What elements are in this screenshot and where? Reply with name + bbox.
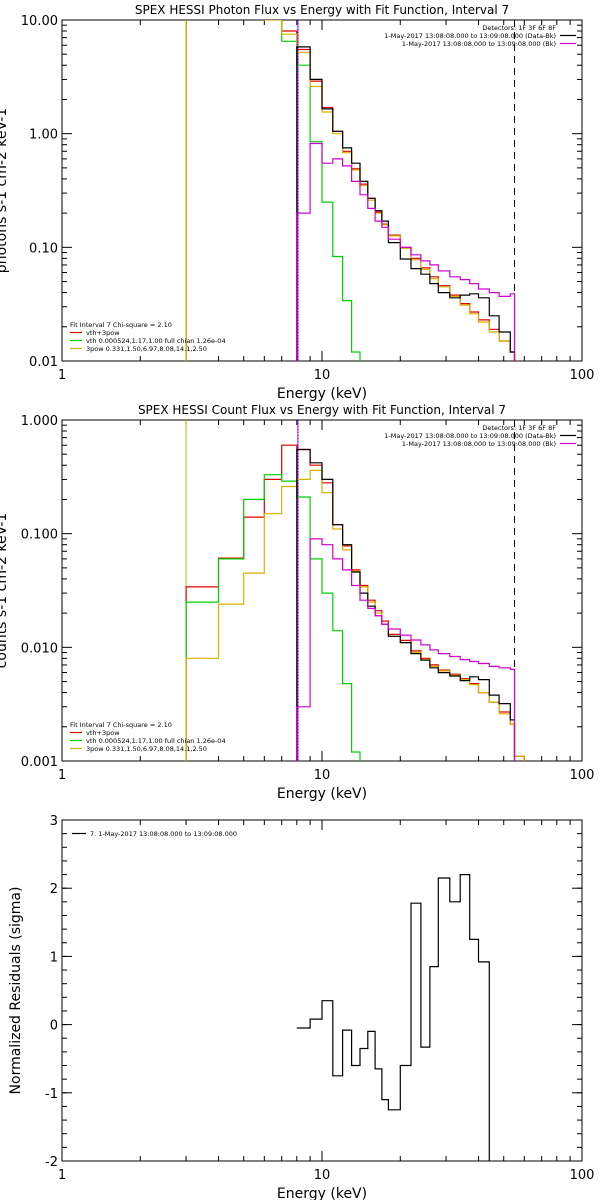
plot-area xyxy=(296,874,490,1161)
y-tick-label: 0.100 xyxy=(21,528,58,543)
series-line-data-bk xyxy=(296,448,516,761)
legend-text: Detectors: 1F 3F 6F 8F xyxy=(482,24,556,32)
y-tick-label: 3 xyxy=(50,814,58,829)
chart-panel-1: SPEX HESSI Photon Flux vs Energy with Fi… xyxy=(0,3,595,402)
x-tick-label: 10 xyxy=(314,768,331,783)
series-line-7-1-may-2017-13-08-08-000-to-13-09-08-000 xyxy=(296,874,490,1161)
legend-text: vth 0.000524,1.17,1.00 full chian 1.26e-… xyxy=(86,337,226,345)
y-axis-label: photons s-1 cm-2 keV-1 xyxy=(0,108,10,273)
x-tick-label: 1 xyxy=(58,368,66,383)
series-line-vth xyxy=(185,20,361,361)
series-line-3pow xyxy=(185,20,516,361)
legend-text: vth+3pow xyxy=(86,329,120,337)
x-tick-label: 10 xyxy=(314,1168,331,1183)
x-tick-label: 100 xyxy=(570,768,595,783)
series-line-bk xyxy=(296,538,516,761)
legend-text: 1-May-2017 13:08:08.000 to 13:09:08.000 … xyxy=(384,32,556,40)
y-tick-label: -2 xyxy=(45,1155,58,1170)
y-axis-label: Normalized Residuals (sigma) xyxy=(8,887,24,1095)
legend-text: 7. 1-May-2017 13:08:08.000 to 13:09:08.0… xyxy=(90,830,237,838)
chart-title: SPEX HESSI Count Flux vs Energy with Fit… xyxy=(138,403,506,417)
legend-text: 1-May-2017 13:08:08.000 to 13:09:08.000 … xyxy=(402,440,556,448)
x-tick-label: 1 xyxy=(58,768,66,783)
legend-text: vth+3pow xyxy=(86,729,120,737)
y-tick-label: 0.01 xyxy=(29,355,58,370)
legend-text: Fit Interval 7 Chi-square = 2.10 xyxy=(70,321,172,329)
x-tick-label: 100 xyxy=(570,368,595,383)
x-tick-label: 1 xyxy=(58,1168,66,1183)
series-line-vth xyxy=(185,474,361,761)
plot-area xyxy=(185,20,516,361)
x-tick-label: 100 xyxy=(570,1168,595,1183)
y-tick-label: -1 xyxy=(45,1087,58,1102)
y-tick-label: 1 xyxy=(50,950,58,965)
y-tick-label: 10.00 xyxy=(21,14,58,29)
y-tick-label: 1.00 xyxy=(29,128,58,143)
chart-title: SPEX HESSI Photon Flux vs Energy with Fi… xyxy=(135,3,509,17)
legend-text: 1-May-2017 13:08:08.000 to 13:09:08.000 … xyxy=(384,432,556,440)
series-line-vth-3pow xyxy=(185,20,516,361)
x-axis-label: Energy (keV) xyxy=(277,786,367,802)
x-tick-label: 10 xyxy=(314,368,331,383)
y-tick-label: 0.001 xyxy=(21,755,58,770)
y-tick-label: 1.000 xyxy=(21,414,58,429)
chart-panel-2: SPEX HESSI Count Flux vs Energy with Fit… xyxy=(0,403,595,802)
plot-frame xyxy=(61,819,583,1162)
y-axis-label: counts s-1 cm-2 keV-1 xyxy=(0,513,10,669)
y-tick-label: 2 xyxy=(50,882,58,897)
series-line-3pow xyxy=(185,469,525,761)
y-tick-label: 0 xyxy=(50,1019,58,1034)
legend-text: Fit Interval 7 Chi-square = 2.10 xyxy=(70,721,172,729)
y-tick-label: 0.10 xyxy=(29,241,58,256)
legend-text: 1-May-2017 13:08:08.000 to 13:09:08.000 … xyxy=(402,40,556,48)
legend-text: 3pow 0.331,1.50,6.97,8.08,14.1,2.50 xyxy=(86,345,207,353)
x-axis-label: Energy (keV) xyxy=(277,1186,367,1200)
y-tick-label: 0.010 xyxy=(21,641,58,656)
legend-text: 3pow 0.331,1.50,6.97,8.08,14.1,2.50 xyxy=(86,745,207,753)
legend-text: vth 0.000524,1.17,1.00 full chian 1.26e-… xyxy=(86,737,226,745)
plot-area xyxy=(185,420,525,761)
series-line-bk xyxy=(296,142,516,361)
chart-panel-3: 1 10 100 -2 -1 0 1 2 3 Energy (keV) Normalized Res… xyxy=(8,814,594,1200)
series-line-data-bk xyxy=(296,46,516,361)
x-axis-label: Energy (keV) xyxy=(277,386,367,402)
legend-text: Detectors: 1F 3F 6F 8F xyxy=(482,424,556,432)
series-line-vth-3pow xyxy=(185,444,525,761)
